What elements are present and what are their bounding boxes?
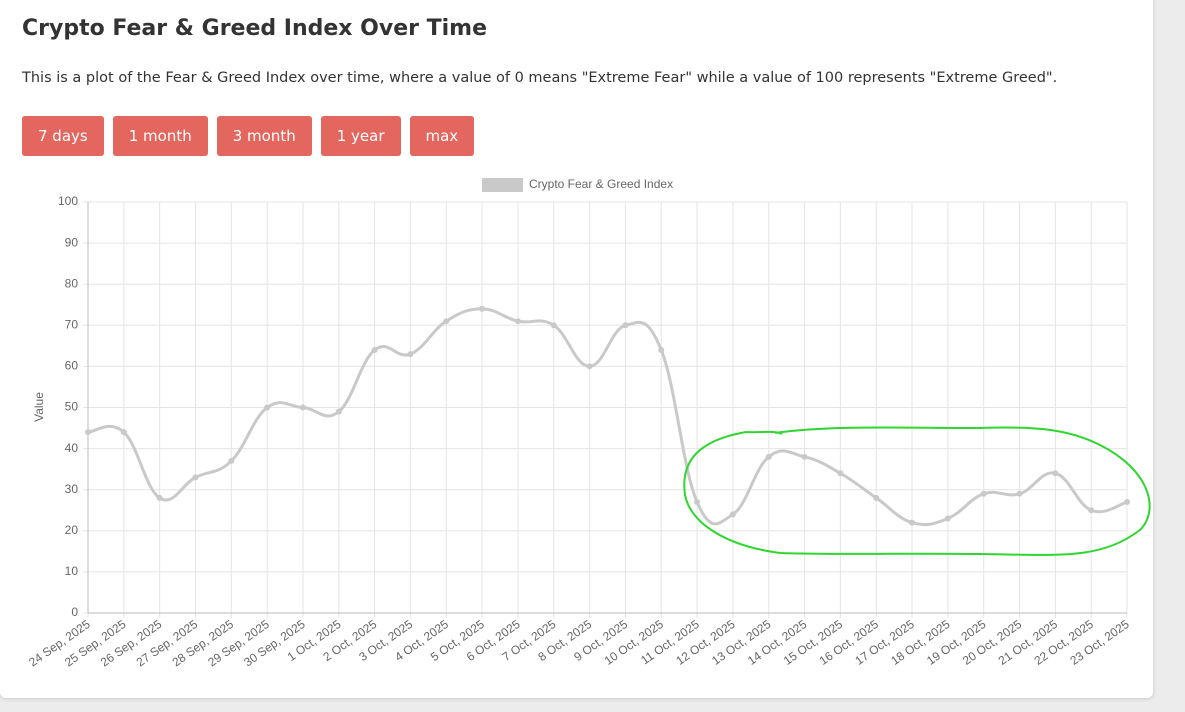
data-point	[85, 429, 91, 436]
y-tick-label: 80	[65, 276, 79, 290]
data-point	[622, 322, 629, 329]
range-button[interactable]: 7 days	[22, 116, 104, 156]
data-point	[765, 453, 772, 460]
data-point	[837, 470, 844, 477]
range-button[interactable]: max	[409, 116, 475, 156]
data-point	[550, 322, 557, 329]
description: This is a plot of the Fear & Greed Index…	[22, 70, 1058, 86]
y-tick-label: 50	[65, 400, 79, 414]
data-point	[264, 404, 271, 411]
range-buttons: 7 days 1 month 3 month 1 year max	[22, 116, 475, 156]
data-point	[120, 429, 127, 436]
data-point	[299, 404, 306, 411]
data-point	[801, 453, 808, 460]
range-button[interactable]: 1 month	[112, 116, 208, 156]
data-point	[1088, 507, 1095, 514]
y-tick-label: 60	[65, 359, 79, 373]
data-point	[407, 351, 414, 358]
y-axis-label: Value	[32, 392, 46, 422]
y-tick-label: 30	[65, 482, 79, 496]
range-button[interactable]: 1 year	[320, 116, 401, 156]
data-point	[156, 494, 163, 501]
data-point	[1124, 499, 1130, 506]
data-point	[443, 318, 450, 325]
card: Crypto Fear & Greed Index Over Time This…	[0, 0, 1153, 698]
data-point	[586, 363, 593, 370]
legend-swatch	[482, 178, 523, 192]
data-point	[694, 499, 701, 506]
data-point	[944, 515, 951, 522]
data-point	[335, 408, 342, 415]
data-point	[192, 474, 199, 481]
data-point	[479, 305, 486, 312]
data-point	[1016, 490, 1023, 497]
data-point	[909, 519, 916, 526]
y-tick-label: 100	[58, 194, 78, 208]
data-point	[658, 346, 665, 353]
page-title: Crypto Fear & Greed Index Over Time	[22, 16, 488, 41]
data-point	[1052, 470, 1059, 477]
series-line	[87, 307, 1128, 527]
y-tick-label: 40	[65, 441, 79, 455]
data-point	[873, 494, 880, 501]
y-tick-label: 70	[65, 317, 79, 331]
range-button[interactable]: 3 month	[216, 116, 312, 156]
legend-label: Crypto Fear & Greed Index	[529, 177, 673, 191]
data-point	[228, 457, 235, 464]
y-tick-label: 10	[65, 564, 79, 578]
y-tick-label: 20	[65, 523, 79, 537]
hand-drawn-annotation	[683, 426, 1151, 556]
data-point	[514, 318, 521, 325]
data-point	[980, 490, 987, 497]
data-point	[371, 346, 378, 353]
chart: Crypto Fear & Greed Index Value 0 10 20 30 4…	[26, 177, 1151, 669]
data-point	[729, 511, 736, 518]
y-tick-label: 0	[71, 605, 78, 619]
y-tick-label: 90	[65, 235, 79, 249]
